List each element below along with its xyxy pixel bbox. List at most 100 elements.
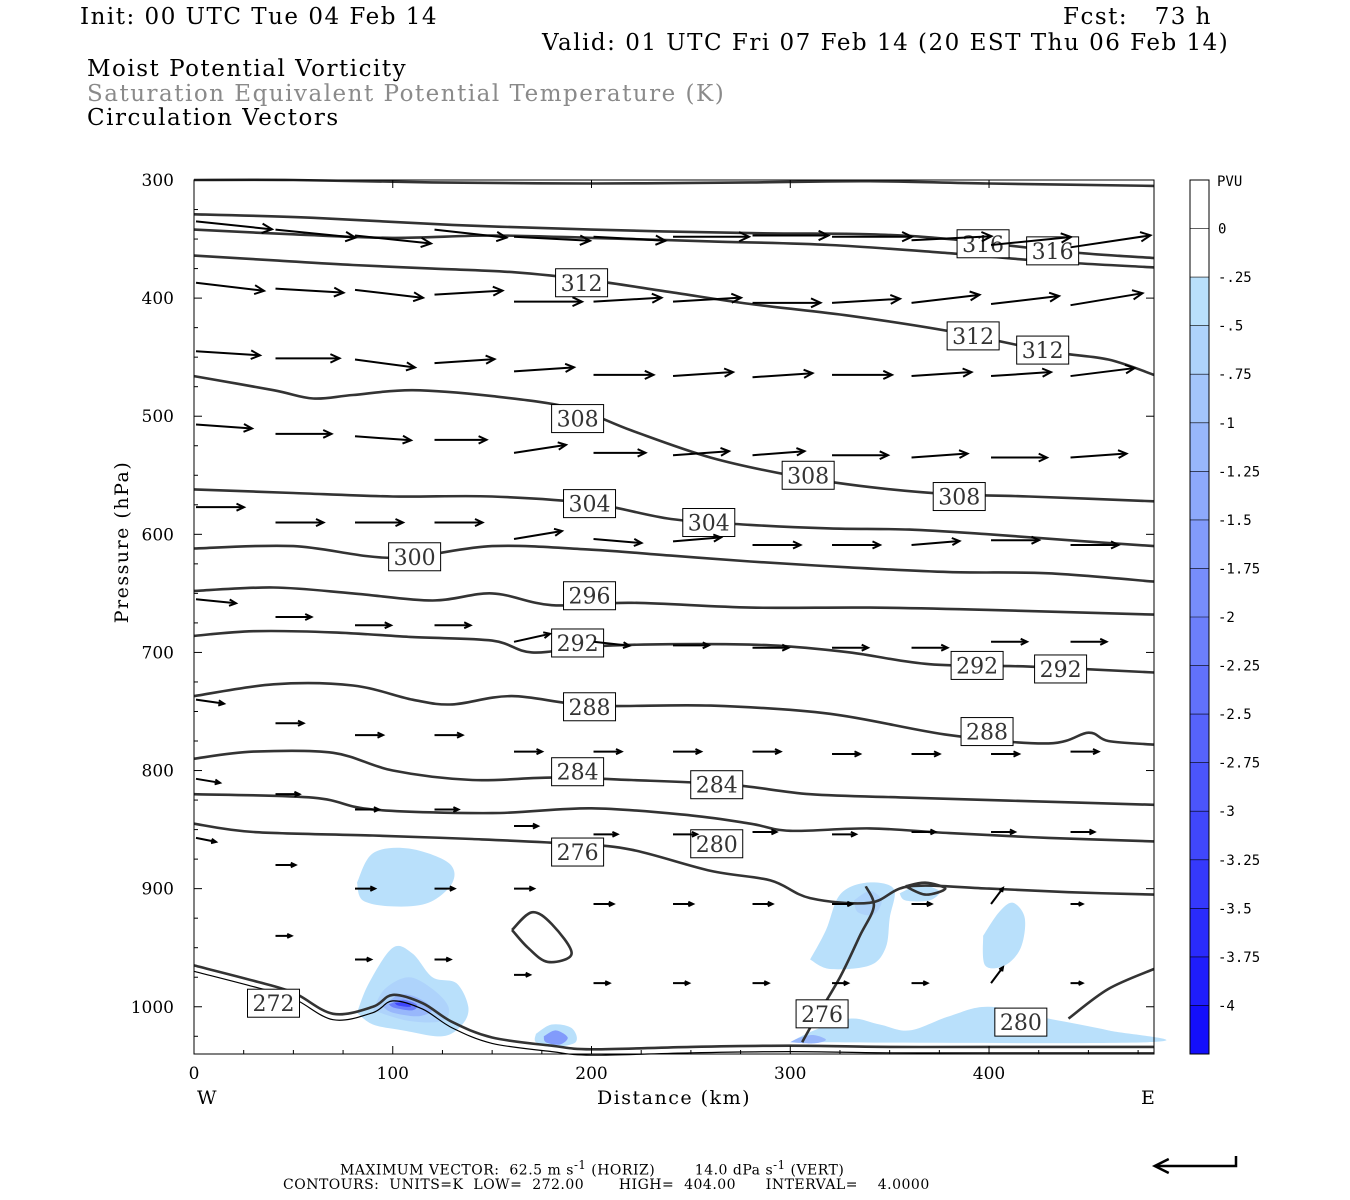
circulation-vector-64 xyxy=(513,631,553,643)
exp-vert: -1 xyxy=(773,1158,786,1172)
circulation-vector-52 xyxy=(513,527,565,541)
circulation-vector-51 xyxy=(434,518,485,528)
contour-line-1 xyxy=(193,213,1155,260)
contour-label: 292 xyxy=(956,654,998,679)
contour-label-box xyxy=(1034,654,1088,684)
x-axis-title: Distance (km) xyxy=(597,1087,751,1109)
circulation-vector-98 xyxy=(355,885,378,892)
colorbar-cell-1 xyxy=(1190,228,1209,278)
circulation-vector-50 xyxy=(355,518,406,528)
colorbar-cell-14 xyxy=(1190,859,1209,909)
circulation-vector-15 xyxy=(434,285,505,297)
circulation-vector-23 xyxy=(1070,289,1145,307)
circulation-vector-111 xyxy=(514,971,533,978)
circulation-vector-80 xyxy=(832,750,863,758)
contour-label: 308 xyxy=(557,408,599,433)
circulation-vector-21 xyxy=(911,290,982,304)
contour-label: 304 xyxy=(688,512,730,537)
circulation-vector-89 xyxy=(593,830,620,838)
circulation-vector-73 xyxy=(275,719,306,727)
valid-time: Valid: 01 UTC Fri 07 Feb 14 (20 EST Thu … xyxy=(542,30,1230,56)
circulation-vector-71 xyxy=(1070,637,1109,646)
pv-region-7 xyxy=(543,1030,568,1045)
exp-horiz: -1 xyxy=(573,1158,587,1172)
circulation-vector-102 xyxy=(673,900,696,908)
contour-label-box xyxy=(551,404,605,434)
circulation-vector-88 xyxy=(514,822,541,830)
circulation-vector-25 xyxy=(275,353,342,364)
circulation-vector-81 xyxy=(911,750,942,758)
contour-label-box xyxy=(551,628,605,658)
circulation-vector-0 xyxy=(195,220,275,234)
circulation-vector-20 xyxy=(831,293,903,305)
title-pv: Moist Potential Vorticity xyxy=(87,56,408,82)
colorbar-cell-4 xyxy=(1190,374,1209,424)
contour-label-box xyxy=(690,829,744,859)
circulation-vector-85 xyxy=(275,790,302,798)
colorbar-label: -.5 xyxy=(1218,319,1243,335)
colorbar-cell-3 xyxy=(1190,325,1209,375)
contour-296-7 xyxy=(193,586,1155,616)
circulation-vector-114 xyxy=(752,980,771,987)
x-tick-label: 200 xyxy=(575,1064,607,1084)
circulation-vector-65 xyxy=(593,640,632,650)
contour-label-box xyxy=(563,581,617,611)
colorbar-label: -2.75 xyxy=(1218,756,1260,772)
circulation-vector-8 xyxy=(832,231,915,243)
circulation-vector-103 xyxy=(752,900,775,908)
colorbar-label: -4 xyxy=(1218,998,1235,1014)
pv-region-13 xyxy=(790,1035,826,1044)
circulation-vector-7 xyxy=(752,229,831,242)
circulation-vector-19 xyxy=(752,297,823,309)
init-time: Init: 00 UTC Tue 04 Feb 14 xyxy=(80,4,439,30)
max-vert-units: (VERT) xyxy=(790,1162,845,1179)
contour-label: 312 xyxy=(952,325,994,350)
x-tick-label: 400 xyxy=(973,1064,1005,1084)
circulation-vector-75 xyxy=(434,731,465,739)
contour-284-10 xyxy=(193,749,1155,807)
circulation-vector-16 xyxy=(514,296,585,308)
circulation-vector-59 xyxy=(1070,540,1121,550)
circulation-vector-105 xyxy=(911,900,934,908)
contour-label: 288 xyxy=(966,721,1008,746)
colorbar-label: -.25 xyxy=(1218,270,1252,286)
circulation-vector-3 xyxy=(434,228,509,243)
colorbar-cell-17 xyxy=(1190,1005,1209,1055)
contour-280-11 xyxy=(193,792,1155,843)
circulation-vector-72 xyxy=(195,698,227,707)
circulation-vector-30 xyxy=(672,367,736,378)
colorbar-cell-2 xyxy=(1190,277,1209,327)
colorbar-label: -1 xyxy=(1218,416,1235,432)
circulation-vector-10 xyxy=(990,232,1074,246)
forecast-hour: Fcst: 73 h xyxy=(1063,4,1212,30)
y-tick-label: 600 xyxy=(142,525,174,545)
circulation-vector-13 xyxy=(275,286,346,298)
circulation-vector-29 xyxy=(593,369,656,380)
contour-label-box xyxy=(960,717,1014,747)
circulation-vector-58 xyxy=(991,535,1042,545)
contour-line-15 xyxy=(511,910,573,964)
circulation-vector-113 xyxy=(673,980,692,987)
reference-vector xyxy=(1151,1156,1238,1175)
circulation-vector-118 xyxy=(1070,980,1085,986)
circulation-vector-31 xyxy=(752,368,815,379)
y-tick-label: 900 xyxy=(142,880,174,900)
circulation-vector-36 xyxy=(195,423,255,433)
contour-288-9 xyxy=(193,681,1155,746)
contour-line-16 xyxy=(905,881,947,896)
circulation-vector-110 xyxy=(434,956,453,963)
circulation-vector-116 xyxy=(911,980,930,987)
circulation-vector-67 xyxy=(752,643,791,652)
colorbar-title: PVU xyxy=(1217,174,1242,190)
circulation-vector-78 xyxy=(673,748,704,756)
y-axis-title: Pressure (hPa) xyxy=(111,461,133,624)
contour-label: 276 xyxy=(801,1003,843,1028)
x-tick-label: 300 xyxy=(774,1064,806,1084)
circulation-vector-94 xyxy=(991,828,1018,836)
circulation-vector-57 xyxy=(911,537,962,546)
contour-line-14 xyxy=(1067,967,1155,1020)
contour-276-12 xyxy=(193,822,1155,905)
contour-label: 312 xyxy=(1022,339,1064,364)
pv-region-0 xyxy=(357,847,455,907)
circulation-vector-99 xyxy=(434,885,457,892)
